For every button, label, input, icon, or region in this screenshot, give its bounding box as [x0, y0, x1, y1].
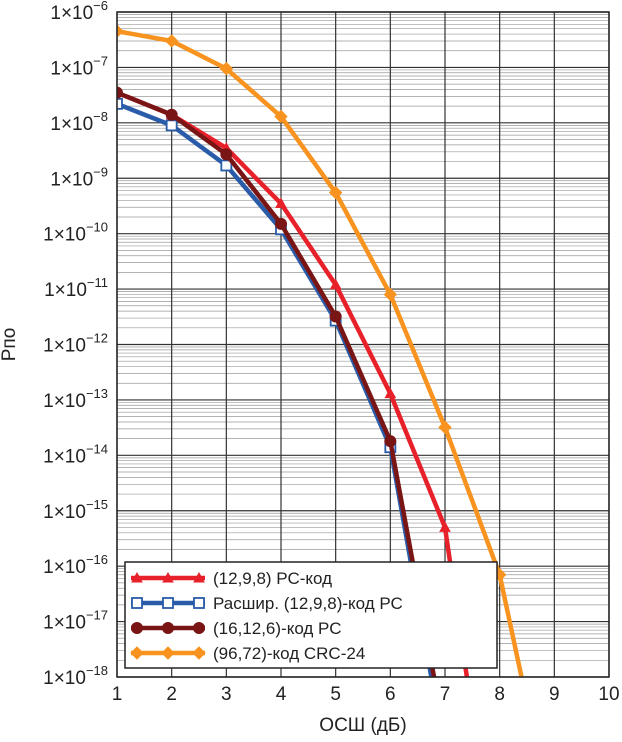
data-point-circle [220, 148, 233, 161]
y-tick-label: 1×10−6 [50, 0, 108, 24]
y-axis-label: Рпо [0, 328, 20, 362]
y-tick-exponent: −15 [86, 497, 108, 512]
legend-item: Расшир. (12,9,8)-код РС [131, 594, 403, 613]
x-tick-label: 8 [494, 684, 505, 705]
y-tick-label: 1×10−12 [43, 331, 108, 357]
data-point-triangle [131, 571, 143, 583]
y-tick-base: 1×10 [43, 336, 86, 357]
x-tick-label: 10 [598, 684, 619, 705]
data-point-circle [162, 622, 174, 634]
y-tick-base: 1×10 [50, 114, 93, 135]
legend-label: (12,9,8) РС-код [213, 569, 332, 588]
y-tick-label: 1×10−10 [43, 220, 108, 246]
data-point-circle [275, 217, 287, 230]
data-point-circle [117, 86, 123, 99]
data-point-diamond [164, 34, 179, 48]
data-point-triangle [275, 197, 287, 209]
data-point-triangle [193, 571, 205, 583]
y-tick-label: 1×10−15 [43, 497, 108, 523]
data-point-diamond [161, 646, 175, 660]
y-tick-label: 1×10−8 [50, 109, 108, 135]
y-tick-exponent: −6 [93, 0, 108, 13]
y-tick-exponent: −11 [87, 275, 108, 290]
y-tick-base: 1×10 [43, 502, 86, 523]
data-point-square [162, 597, 174, 609]
y-tick-label: 1×10−18 [43, 663, 108, 689]
data-point-triangle [384, 387, 397, 399]
y-tick-base: 1×10 [50, 58, 93, 79]
x-axis-label: ОСШ (дБ) [319, 715, 406, 736]
x-tick-label: 5 [330, 684, 341, 705]
y-tick-exponent: −16 [86, 552, 108, 567]
y-tick-base: 1×10 [43, 613, 86, 634]
legend-label: (16,12,6)-код РС [213, 619, 341, 638]
y-tick-base: 1×10 [43, 446, 86, 467]
data-point-circle [165, 108, 178, 121]
legend: (12,9,8) РС-код Расшир. (12,9,8)-код РС (1… [124, 561, 498, 669]
data-point-triangle [329, 278, 342, 290]
legend-label: (96,72)-код CRC-24 [213, 644, 365, 663]
x-tick-label: 9 [549, 684, 560, 705]
y-tick-base: 1×10 [43, 225, 86, 246]
y-tick-exponent: −18 [86, 663, 108, 678]
y-tick-exponent: −10 [86, 220, 108, 235]
data-point-diamond [117, 24, 124, 38]
y-tick-base: 1×10 [43, 391, 86, 412]
y-tick-label: 1×10−11 [44, 275, 108, 301]
data-point-square [165, 119, 178, 132]
data-point-circle [193, 622, 205, 634]
y-tick-label: 1×10−7 [50, 53, 108, 79]
legend-item: (12,9,8) РС-код [131, 569, 332, 588]
y-tick-label: 1×10−17 [43, 608, 108, 634]
y-tick-base: 1×10 [43, 668, 86, 689]
data-point-circle [131, 622, 143, 634]
data-point-square [220, 159, 233, 172]
y-tick-base: 1×10 [50, 169, 93, 190]
x-tick-label: 4 [276, 684, 287, 705]
data-point-diamond [274, 109, 288, 124]
data-point-diamond [438, 420, 452, 435]
plot-frame [116, 11, 610, 678]
data-point-circle [384, 435, 397, 448]
y-tick-exponent: −8 [93, 109, 108, 124]
data-point-triangle [162, 571, 174, 583]
x-tick-label: 3 [221, 684, 232, 705]
y-tick-exponent: −7 [93, 53, 108, 68]
legend-item: (96,72)-код CRC-24 [130, 644, 365, 663]
legend-label: Расшир. (12,9,8)-код РС [213, 594, 403, 613]
y-tick-exponent: −14 [86, 441, 108, 456]
x-tick-label: 1 [112, 684, 123, 705]
x-tick-labels: 1 2 3 4 5 6 7 8 9 10 [112, 684, 620, 705]
legend-item: (16,12,6)-код РС [131, 619, 341, 638]
data-point-diamond [328, 185, 343, 200]
y-tick-label: 1×10−9 [50, 164, 108, 190]
y-tick-base: 1×10 [43, 557, 86, 578]
data-point-diamond [192, 646, 206, 660]
data-point-diamond [383, 287, 398, 302]
data-point-diamond [130, 646, 144, 660]
data-point-circle [329, 310, 342, 323]
y-tick-exponent: −9 [93, 164, 108, 179]
y-tick-label: 1×10−14 [43, 441, 108, 467]
y-tick-label: 1×10−16 [43, 552, 108, 578]
x-tick-label: 7 [440, 684, 451, 705]
y-tick-base: 1×10 [50, 3, 93, 24]
data-point-diamond [219, 61, 234, 76]
y-tick-exponent: −13 [86, 386, 108, 401]
data-point-square [193, 597, 205, 609]
y-tick-label: 1×10−13 [43, 386, 108, 412]
data-point-triangle [439, 521, 451, 532]
series-circle [117, 86, 437, 677]
y-tick-labels: 1×10−61×10−71×10−81×10−91×10−101×10−111×… [43, 0, 108, 689]
data-point-square [117, 97, 123, 110]
data-point-square [131, 597, 143, 609]
y-tick-exponent: −17 [86, 608, 108, 623]
x-tick-label: 2 [166, 684, 177, 705]
x-tick-label: 6 [385, 684, 396, 705]
y-tick-base: 1×10 [44, 280, 87, 301]
y-tick-exponent: −12 [86, 331, 108, 346]
